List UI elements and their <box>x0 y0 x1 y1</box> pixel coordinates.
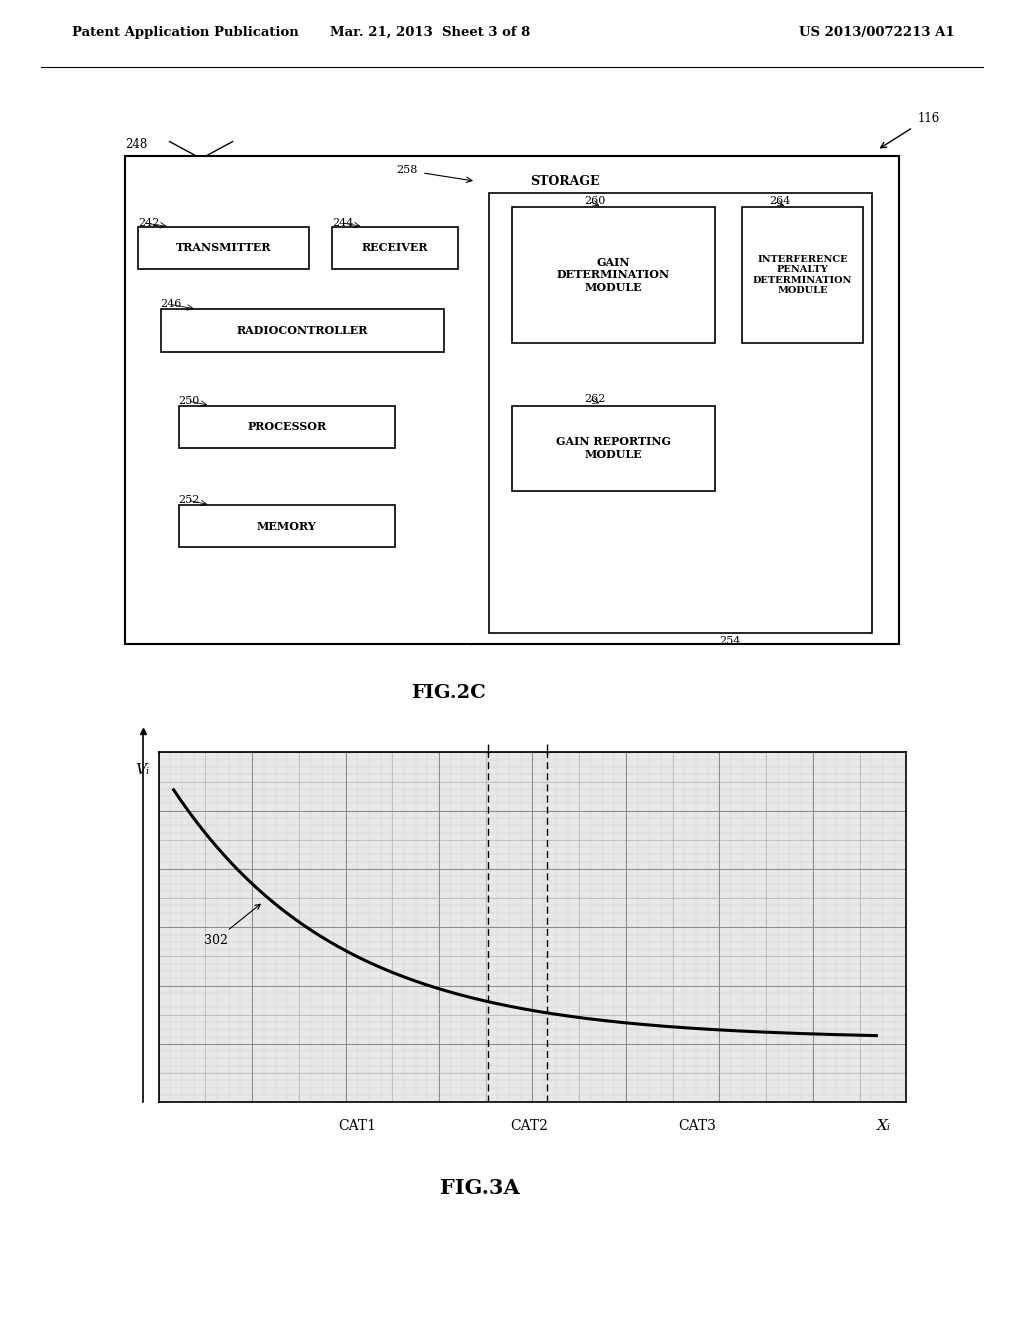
Text: Vᵢ: Vᵢ <box>135 763 150 777</box>
Text: TRANSMITTER: TRANSMITTER <box>176 243 271 253</box>
Text: 248: 248 <box>125 137 147 150</box>
FancyBboxPatch shape <box>178 405 395 447</box>
Text: 244: 244 <box>332 218 353 228</box>
Text: 242: 242 <box>138 218 160 228</box>
Text: US 2013/0072213 A1: US 2013/0072213 A1 <box>799 26 954 40</box>
Text: INTERFERENCE
PENALTY
DETERMINATION
MODULE: INTERFERENCE PENALTY DETERMINATION MODUL… <box>753 255 852 296</box>
Text: STORAGE: STORAGE <box>530 174 599 187</box>
Text: 262: 262 <box>584 393 605 404</box>
Text: CAT2: CAT2 <box>510 1119 548 1133</box>
Text: 258: 258 <box>396 165 418 176</box>
Text: Patent Application Publication: Patent Application Publication <box>72 26 298 40</box>
FancyBboxPatch shape <box>741 207 863 343</box>
Text: CAT1: CAT1 <box>338 1119 376 1133</box>
Text: GAIN
DETERMINATION
MODULE: GAIN DETERMINATION MODULE <box>557 256 670 293</box>
Text: 116: 116 <box>918 112 940 124</box>
FancyBboxPatch shape <box>512 207 715 343</box>
Text: 260: 260 <box>584 197 605 206</box>
Text: RECEIVER: RECEIVER <box>361 243 428 253</box>
Text: 254: 254 <box>719 636 740 645</box>
FancyBboxPatch shape <box>125 156 899 644</box>
Text: 250: 250 <box>178 396 200 407</box>
FancyBboxPatch shape <box>138 227 309 269</box>
FancyBboxPatch shape <box>489 193 872 632</box>
Text: 246: 246 <box>161 300 182 309</box>
FancyBboxPatch shape <box>161 309 444 351</box>
Text: Mar. 21, 2013  Sheet 3 of 8: Mar. 21, 2013 Sheet 3 of 8 <box>330 26 530 40</box>
Text: 302: 302 <box>204 904 260 946</box>
Text: FIG.3A: FIG.3A <box>440 1177 520 1199</box>
FancyBboxPatch shape <box>332 227 458 269</box>
Text: 264: 264 <box>769 197 791 206</box>
Text: FIG.2C: FIG.2C <box>412 684 486 702</box>
FancyBboxPatch shape <box>512 405 715 491</box>
Text: MEMORY: MEMORY <box>257 520 316 532</box>
Text: PROCESSOR: PROCESSOR <box>247 421 327 432</box>
Text: Xᵢ: Xᵢ <box>877 1119 891 1133</box>
Text: RADIOCONTROLLER: RADIOCONTROLLER <box>237 325 369 335</box>
FancyBboxPatch shape <box>178 504 395 548</box>
Text: GAIN REPORTING
MODULE: GAIN REPORTING MODULE <box>556 436 671 459</box>
Text: 252: 252 <box>178 495 200 506</box>
Text: CAT3: CAT3 <box>678 1119 716 1133</box>
